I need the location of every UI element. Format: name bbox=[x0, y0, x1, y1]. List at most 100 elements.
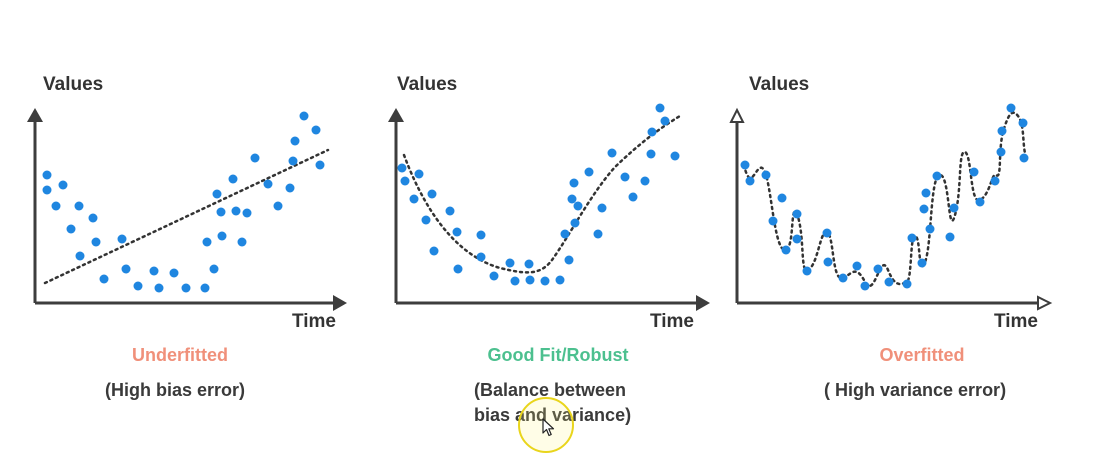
data-point bbox=[792, 234, 802, 244]
x-axis-label-overfitted: Time bbox=[994, 311, 1039, 332]
y-axis-arrowhead bbox=[27, 108, 43, 122]
data-point bbox=[564, 255, 574, 265]
y-axis-arrowhead bbox=[729, 107, 745, 123]
data-point bbox=[996, 147, 1006, 157]
data-point bbox=[1006, 103, 1016, 113]
data-point bbox=[570, 218, 580, 228]
data-point bbox=[228, 174, 238, 184]
caption-subtitle-underfitted: (High bias error) bbox=[105, 378, 245, 403]
fit-curve-overfitted bbox=[742, 111, 1028, 287]
data-point bbox=[567, 194, 577, 204]
y-axis-arrowhead bbox=[388, 108, 404, 122]
data-point bbox=[660, 116, 670, 126]
data-point bbox=[121, 264, 131, 274]
data-point bbox=[285, 183, 295, 193]
caption-title-overfitted: Overfitted bbox=[879, 345, 965, 365]
fit-line-underfitted bbox=[43, 148, 330, 285]
data-point bbox=[569, 178, 579, 188]
data-point bbox=[761, 170, 771, 180]
data-point bbox=[250, 153, 260, 163]
x-axis-arrowhead bbox=[696, 295, 710, 311]
data-point bbox=[884, 277, 894, 287]
data-point bbox=[91, 237, 101, 247]
data-point bbox=[452, 227, 462, 237]
caption-subtitle-line: (Balance between bbox=[474, 380, 627, 400]
data-point bbox=[181, 283, 191, 293]
data-point bbox=[273, 201, 283, 211]
data-point bbox=[640, 176, 650, 186]
data-point bbox=[200, 283, 210, 293]
data-point bbox=[505, 258, 515, 268]
fit-curve-good bbox=[402, 114, 682, 274]
data-point bbox=[628, 192, 638, 202]
data-point bbox=[489, 271, 499, 281]
data-point bbox=[873, 264, 883, 274]
data-point bbox=[919, 204, 929, 214]
panel-good-fit bbox=[388, 103, 710, 311]
data-point bbox=[852, 261, 862, 271]
data-point bbox=[421, 215, 431, 225]
data-point bbox=[925, 224, 935, 234]
data-points-good-fit bbox=[397, 103, 680, 286]
data-point bbox=[792, 209, 802, 219]
data-point bbox=[917, 258, 927, 268]
data-point bbox=[768, 216, 778, 226]
data-points-overfitted bbox=[740, 103, 1029, 291]
caption-subtitle-line: ( High variance error) bbox=[824, 380, 1007, 400]
data-point bbox=[838, 273, 848, 283]
data-point bbox=[647, 127, 657, 137]
x-axis-label-underfitted: Time bbox=[292, 311, 337, 332]
data-point bbox=[745, 176, 755, 186]
data-point bbox=[540, 276, 550, 286]
data-point bbox=[216, 207, 226, 217]
data-point bbox=[932, 171, 942, 181]
data-point bbox=[907, 233, 917, 243]
data-point bbox=[429, 246, 439, 256]
data-point bbox=[202, 237, 212, 247]
data-point bbox=[560, 229, 570, 239]
data-point bbox=[66, 224, 76, 234]
data-point bbox=[584, 167, 594, 177]
data-point bbox=[74, 201, 84, 211]
x-axis-arrowhead bbox=[1037, 295, 1053, 311]
data-point bbox=[149, 266, 159, 276]
data-point bbox=[231, 206, 241, 216]
data-point bbox=[997, 126, 1007, 136]
data-point bbox=[822, 228, 832, 238]
data-point bbox=[1018, 118, 1028, 128]
data-point bbox=[646, 149, 656, 159]
mouse-pointer-icon bbox=[542, 418, 555, 437]
data-point bbox=[288, 156, 298, 166]
data-points-underfitted bbox=[42, 111, 325, 293]
data-point bbox=[117, 234, 127, 244]
data-point bbox=[1019, 153, 1029, 163]
data-point bbox=[823, 257, 833, 267]
data-point bbox=[524, 259, 534, 269]
data-point bbox=[525, 275, 535, 285]
data-point bbox=[154, 283, 164, 293]
data-point bbox=[42, 170, 52, 180]
data-point bbox=[945, 232, 955, 242]
x-axis-arrowhead bbox=[333, 295, 347, 311]
data-point bbox=[990, 176, 1000, 186]
data-point bbox=[476, 230, 486, 240]
caption-subtitle-overfitted: ( High variance error) bbox=[824, 378, 1006, 403]
data-point bbox=[311, 125, 321, 135]
data-point bbox=[620, 172, 630, 182]
y-axis-label-overfitted: Values bbox=[749, 74, 810, 95]
data-point bbox=[169, 268, 179, 278]
y-axis-label-underfitted: Values bbox=[43, 74, 104, 95]
data-point bbox=[781, 245, 791, 255]
caption-title-underfitted: Underfitted bbox=[132, 345, 228, 365]
data-point bbox=[921, 188, 931, 198]
data-point bbox=[58, 180, 68, 190]
data-point bbox=[670, 151, 680, 161]
data-point bbox=[400, 176, 410, 186]
data-point bbox=[397, 163, 407, 173]
data-point bbox=[555, 275, 565, 285]
data-point bbox=[99, 274, 109, 284]
data-point bbox=[969, 167, 979, 177]
data-point bbox=[217, 231, 227, 241]
data-point bbox=[597, 203, 607, 213]
